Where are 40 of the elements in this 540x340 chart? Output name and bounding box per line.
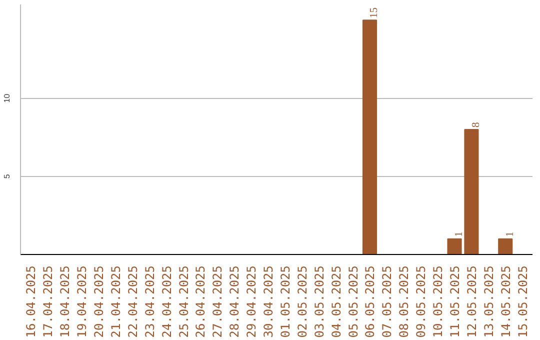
x-tick-label: 29.04.2025 [244, 265, 259, 338]
x-tick-label: 07.05.2025 [380, 265, 394, 338]
x-tick-label: 08.05.2025 [397, 265, 412, 338]
x-tick-label: 14.05.2025 [498, 265, 513, 338]
x-tick-label: 10.05.2025 [431, 265, 446, 338]
x-tick-label: 22.04.2025 [126, 265, 140, 338]
x-tick-label: 17.04.2025 [41, 265, 56, 338]
y-tick-label: 5 [2, 174, 12, 179]
x-tick-label: 02.05.2025 [295, 265, 310, 338]
x-tick-label: 09.05.2025 [414, 265, 428, 338]
data-label: 1 [454, 232, 466, 237]
x-tick-label: 16.04.2025 [24, 265, 38, 338]
x-tick-label: 05.05.2025 [346, 265, 360, 338]
x-tick-label: 28.04.2025 [228, 265, 242, 338]
x-tick-label: 03.05.2025 [312, 265, 326, 338]
bar [464, 129, 479, 254]
x-tick-label: 15.05.2025 [516, 265, 530, 338]
x-tick-label: 12.05.2025 [464, 265, 479, 338]
x-tick-label: 11.05.2025 [448, 265, 462, 338]
y-tick-label: 10 [2, 93, 12, 103]
data-label: 1 [504, 232, 516, 237]
x-tick-label: 26.04.2025 [194, 265, 208, 338]
data-label: 8 [470, 122, 482, 128]
x-tick-label: 30.04.2025 [262, 265, 276, 338]
x-tick-label: 19.04.2025 [75, 265, 90, 338]
x-tick-label: 27.04.2025 [210, 265, 225, 338]
x-tick-label: 01.05.2025 [278, 265, 292, 338]
x-tick-label: 13.05.2025 [482, 265, 496, 338]
bar [498, 238, 513, 254]
data-label: 15 [369, 7, 380, 18]
x-tick-label: 25.04.2025 [176, 265, 191, 338]
x-tick-label: 24.04.2025 [160, 265, 174, 338]
x-tick-label: 20.04.2025 [92, 265, 106, 338]
x-tick-label: 04.05.2025 [329, 265, 344, 338]
x-tick-label: 18.04.2025 [58, 265, 72, 338]
bar [362, 20, 378, 254]
bar [447, 238, 462, 254]
x-tick-label: 21.04.2025 [108, 265, 123, 338]
x-tick-label: 23.04.2025 [142, 265, 157, 338]
x-tick-label: 06.05.2025 [363, 265, 378, 338]
